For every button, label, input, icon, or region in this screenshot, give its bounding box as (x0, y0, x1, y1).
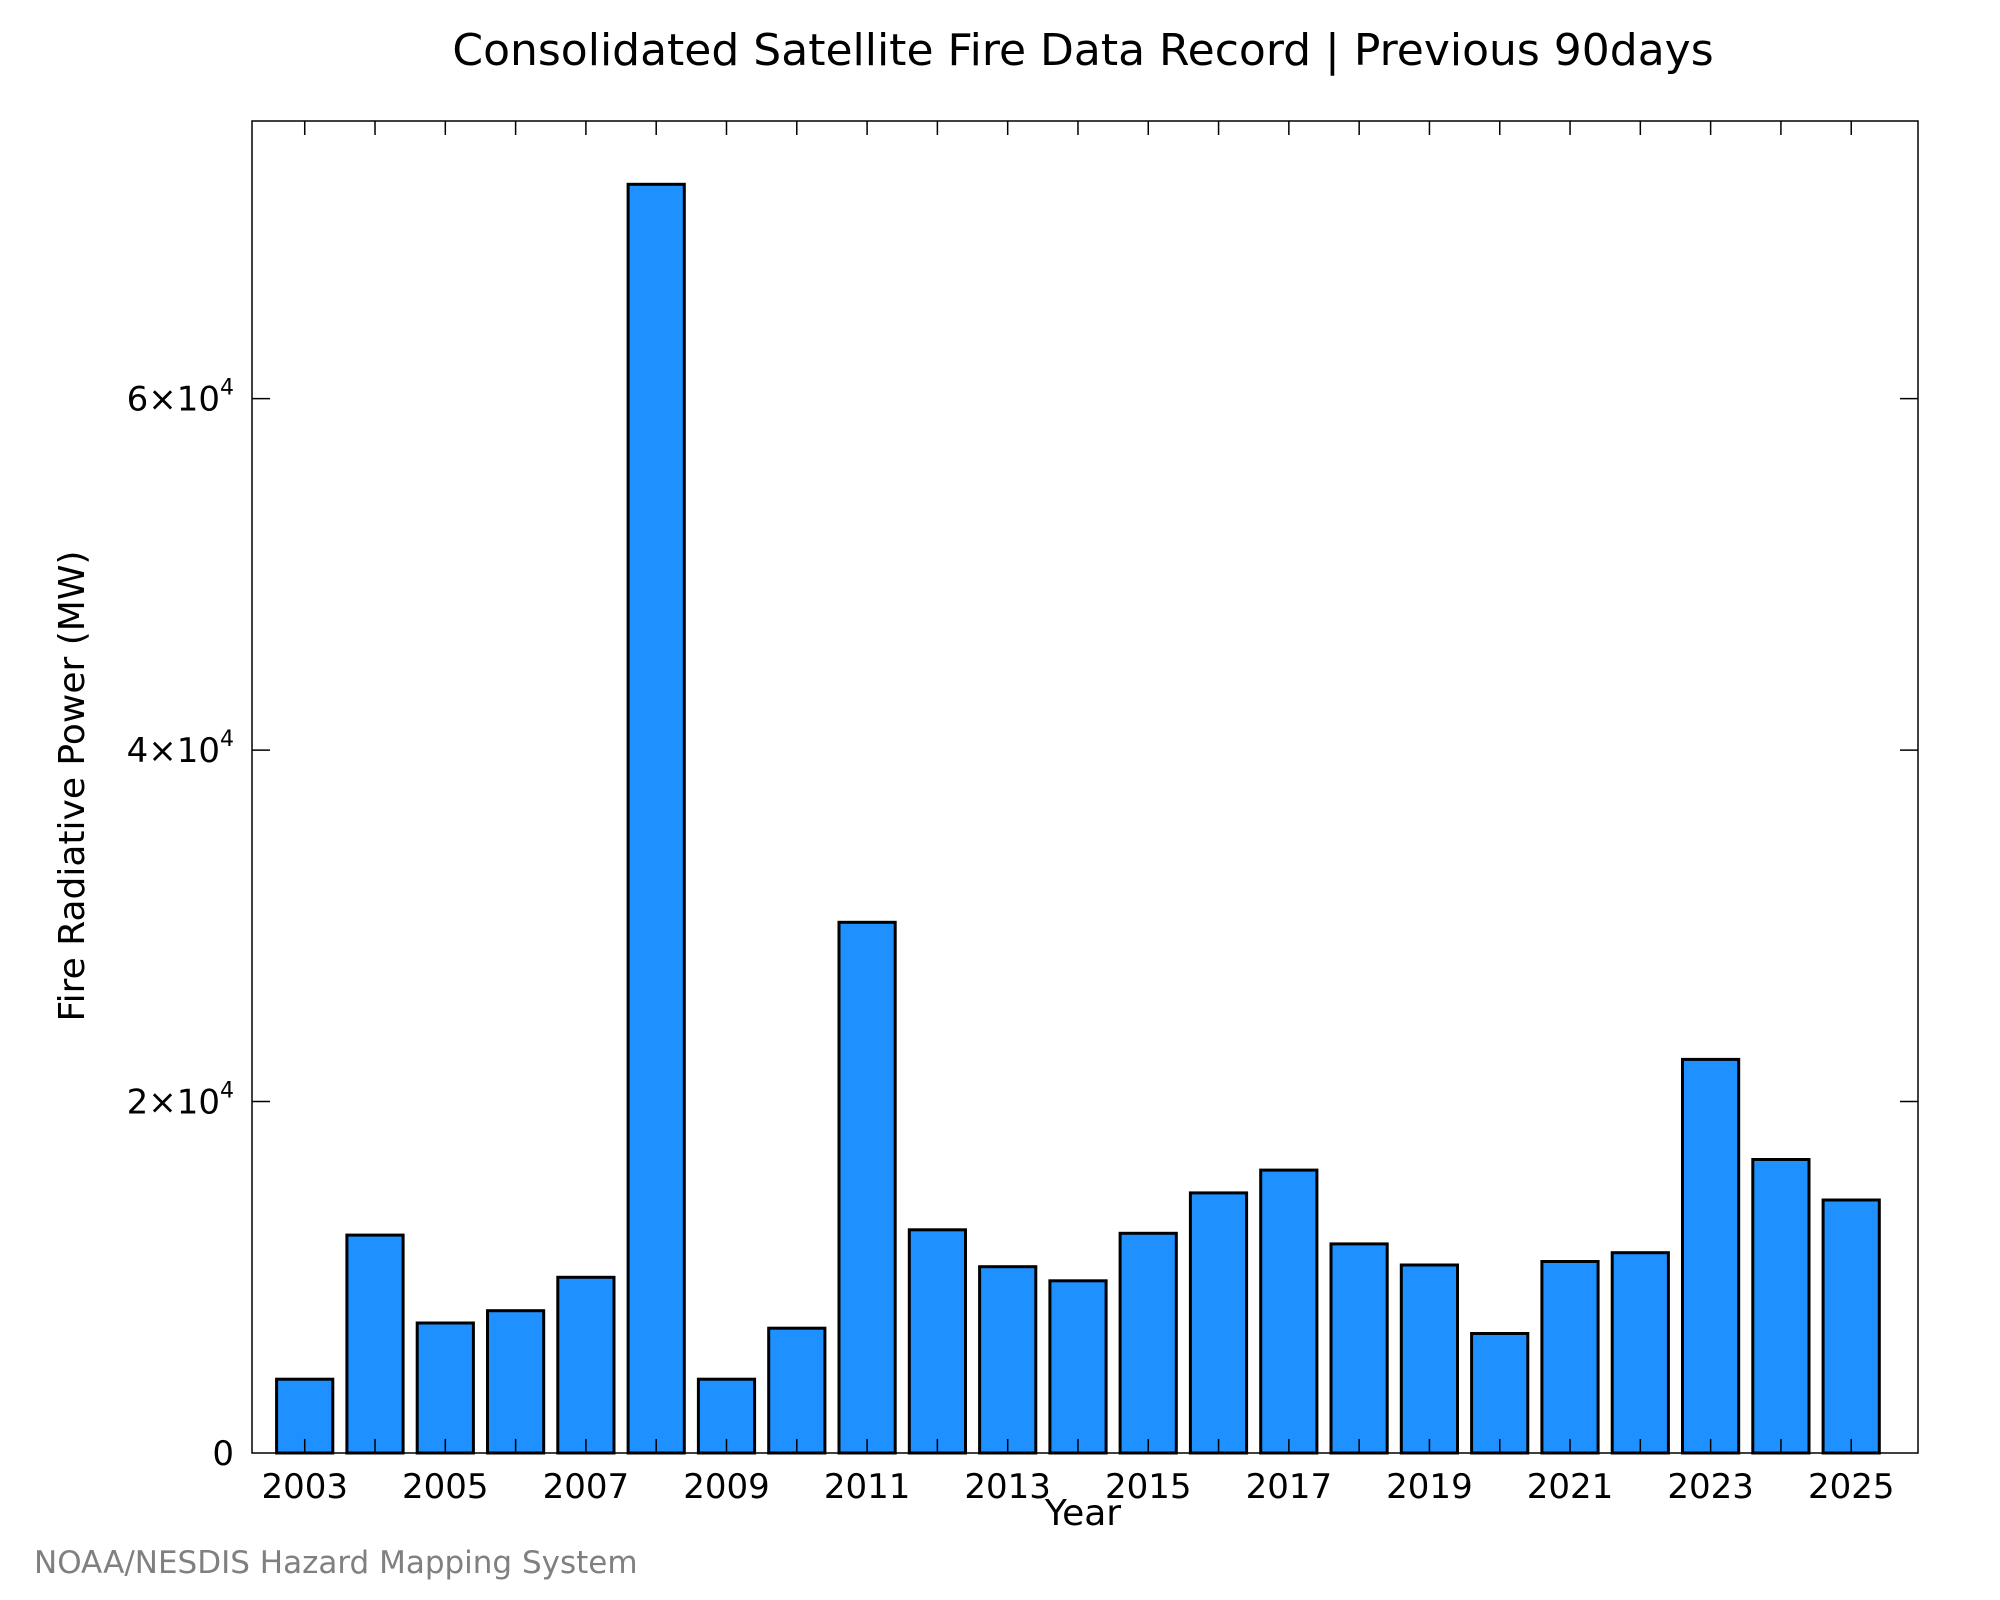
axes-group (251, 120, 1919, 1454)
x-tick-label: 2021 (1527, 1467, 1614, 1507)
bar-2017 (1259, 1168, 1319, 1455)
x-tick-label: 2025 (1808, 1467, 1895, 1507)
bar-2020 (1470, 1332, 1530, 1455)
y-tick-label: 2×104 (127, 1079, 234, 1123)
x-axis-label: Year (1044, 1493, 1121, 1534)
bar-2011 (837, 920, 897, 1455)
bar-2016 (1188, 1191, 1249, 1455)
x-tick-label: 2019 (1386, 1467, 1473, 1507)
credit-text: NOAA/NESDIS Hazard Mapping System (34, 1545, 638, 1581)
x-tick-label: 2009 (683, 1467, 770, 1507)
x-tick-label: 2011 (824, 1467, 911, 1507)
y-tick-label: 0 (212, 1434, 234, 1474)
bar-2023 (1681, 1057, 1741, 1455)
bar-2019 (1399, 1263, 1460, 1455)
bar-2006 (486, 1309, 546, 1455)
bars-group (275, 182, 1881, 1455)
x-tick-label: 2003 (261, 1467, 348, 1507)
x-ticks-group: 2003 2005 2007 2009 2011 2013 2015 2017 2019 2021… (261, 121, 1894, 1507)
bar-2007 (556, 1275, 616, 1455)
y-axis-label: Fire Radiative Power (MW) (52, 551, 93, 1022)
plot-frame (251, 120, 1919, 1454)
x-tick-label: 2023 (1667, 1467, 1754, 1507)
bar-2005 (415, 1321, 475, 1455)
bar-2010 (767, 1326, 827, 1455)
bar-2022 (1610, 1251, 1670, 1455)
y-ticks-group: 0 2×104 4×104 6×104 (127, 376, 1918, 1474)
bar-2015 (1118, 1231, 1178, 1455)
y-tick-label: 6×104 (127, 376, 234, 420)
bar-2004 (345, 1233, 405, 1455)
bar-2014 (1048, 1279, 1108, 1455)
bar-2025 (1821, 1198, 1881, 1455)
bar-2024 (1751, 1158, 1811, 1455)
bar-2013 (978, 1265, 1038, 1455)
chart-title: Consolidated Satellite Fire Data Record … (452, 25, 1713, 76)
x-tick-label: 2013 (964, 1467, 1051, 1507)
x-tick-label: 2017 (1246, 1467, 1333, 1507)
x-tick-label: 2005 (402, 1467, 489, 1507)
y-tick-label: 4×104 (127, 727, 234, 771)
x-tick-label: 2015 (1105, 1467, 1192, 1507)
bar-2008 (626, 182, 686, 1455)
x-tick-label: 2007 (543, 1467, 630, 1507)
bar-2021 (1540, 1260, 1600, 1455)
bar-2018 (1329, 1242, 1389, 1455)
bar-2012 (907, 1228, 967, 1455)
